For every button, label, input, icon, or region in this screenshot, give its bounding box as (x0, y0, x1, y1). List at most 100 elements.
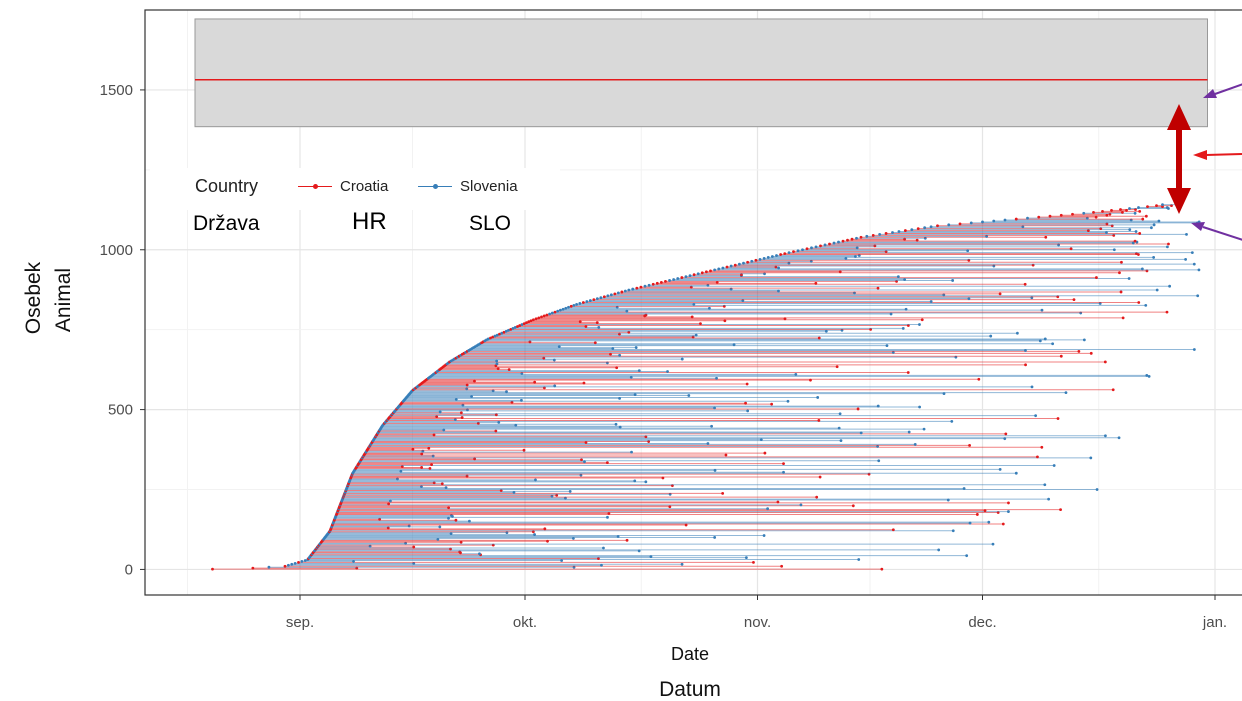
series-point-start (504, 329, 508, 333)
series-point-start (211, 567, 214, 571)
series-point-end (851, 504, 855, 508)
reference-band (194, 18, 1208, 128)
series-point-end (1192, 262, 1196, 266)
x-tick-label: jan. (1202, 614, 1227, 631)
series-point-start (511, 326, 515, 330)
series-point-start (801, 248, 804, 252)
series-point-end (1185, 233, 1188, 236)
series-point-end (817, 336, 821, 340)
series-point-start (620, 290, 624, 294)
series-point-end (644, 480, 648, 484)
series-point-end (951, 279, 955, 282)
series-point-start (981, 220, 984, 224)
series-point-end (1138, 209, 1142, 213)
series-point-end (885, 344, 889, 348)
series-point-end (1119, 290, 1123, 294)
series-point-end (818, 475, 822, 479)
series-point-end (1040, 445, 1044, 449)
series-point-start (502, 330, 506, 334)
series-point-end (1168, 284, 1172, 288)
series-point-end (1134, 230, 1138, 233)
series-point-start (1026, 216, 1029, 220)
series-point-start (828, 242, 831, 246)
series-point-start (567, 305, 570, 309)
series-point-start (651, 282, 655, 286)
series-point-end (752, 560, 755, 564)
x-tick-label: dec. (968, 614, 996, 631)
series-point-start (578, 302, 582, 305)
legend-title: Country (195, 176, 259, 196)
series-point-start (639, 285, 643, 289)
series-point-start (696, 272, 700, 276)
series-point-end (533, 380, 537, 384)
series-point-start (493, 334, 497, 338)
series-point-start (606, 294, 610, 298)
series-point-end (710, 424, 713, 428)
series-point-start (958, 222, 962, 226)
x-tick-label: sep. (286, 614, 314, 631)
series-point-start (1146, 205, 1149, 208)
series-point-end (605, 461, 609, 465)
series-point-end (998, 292, 1002, 296)
series-point-end (776, 500, 780, 504)
series-point-end (593, 341, 597, 345)
series-point-end (1077, 350, 1081, 353)
series-point-end (694, 333, 698, 337)
series-point-end (1167, 242, 1170, 246)
series-point-start (947, 223, 951, 227)
series-point-start (647, 283, 651, 287)
series-point-end (1196, 294, 1200, 298)
series-point-end (766, 507, 769, 511)
series-point-end (814, 281, 818, 285)
series-point-start (537, 316, 541, 320)
series-point-start (561, 307, 565, 311)
x-axis-ticks: sep. okt. nov. dec. jan. (286, 595, 1227, 631)
series-point-start (486, 337, 490, 341)
series-point-start (1137, 206, 1140, 209)
series-point-end (1043, 337, 1047, 341)
series-point-start (969, 221, 973, 225)
series-point-start (513, 326, 517, 329)
series-point-start (491, 335, 495, 339)
series-point-end (1121, 316, 1125, 320)
series-point-start (613, 292, 617, 296)
y-tick-label: 1500 (100, 82, 133, 99)
legend-label-croatia-translation: HR (352, 208, 387, 235)
series-point-start (684, 275, 688, 279)
series-point-end (816, 396, 820, 399)
series-point-end (1072, 298, 1076, 302)
series-point-start (545, 313, 549, 317)
series-point-start (609, 293, 613, 297)
series-point-end (1103, 360, 1107, 364)
series-point-end (687, 394, 691, 397)
series-point-start (553, 310, 557, 314)
series-point-end (1082, 338, 1086, 342)
series-point-end (713, 536, 717, 539)
series-point-end (762, 534, 766, 537)
series-point-start (823, 243, 827, 247)
series-point-start (855, 236, 858, 240)
series-point-start (1048, 214, 1052, 218)
series-point-end (1095, 276, 1098, 279)
series-point-end (1112, 248, 1116, 252)
series-point-start (668, 279, 671, 282)
series-point-start (592, 298, 596, 302)
series-point-end (1166, 245, 1169, 249)
series-point-start (841, 239, 845, 243)
series-point-end (699, 322, 702, 325)
series-point-end (633, 479, 637, 483)
series-point-start (916, 227, 920, 231)
series-point-start (713, 268, 717, 272)
series-point-start (1071, 212, 1074, 216)
y-tick-label: 1000 (100, 242, 133, 259)
series-point-start (585, 300, 589, 303)
series-point-start (550, 311, 554, 315)
series-point-start (704, 270, 708, 274)
series-point-start (540, 315, 543, 319)
series-point-end (782, 462, 785, 466)
series-point-end (1128, 228, 1132, 232)
series-point-start (489, 336, 492, 340)
series-point-start (623, 289, 627, 293)
series-point-end (478, 552, 481, 556)
series-point-start (1101, 209, 1104, 213)
